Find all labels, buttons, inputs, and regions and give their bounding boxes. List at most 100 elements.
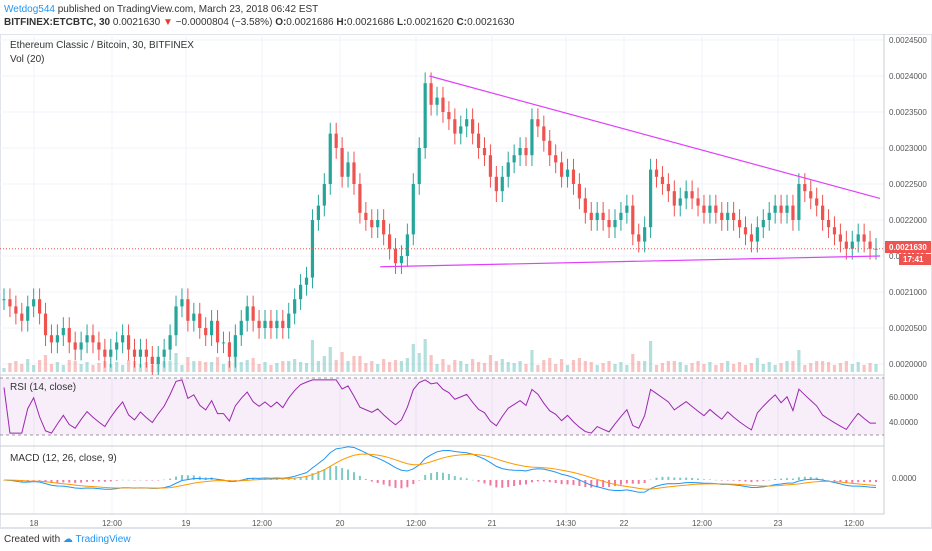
volume-bar bbox=[542, 360, 546, 372]
volume-bar bbox=[210, 362, 214, 372]
chart-svg[interactable]: Ethereum Classic / Bitcoin, 30, BITFINEX… bbox=[0, 34, 932, 528]
candle bbox=[346, 162, 350, 177]
candle bbox=[85, 335, 89, 343]
candle bbox=[121, 335, 125, 343]
volume-bar bbox=[613, 364, 617, 372]
volume-bar bbox=[55, 362, 59, 372]
time-axis[interactable]: 18 12:00 19 12:00 20 12:00 21 14:30 22 12:00 23 12:… bbox=[30, 519, 865, 528]
volume-bar bbox=[779, 363, 783, 372]
macd-histogram-bar bbox=[536, 480, 539, 482]
chart-header: Wetdog544 published on TradingView.com, … bbox=[0, 0, 932, 34]
candle bbox=[43, 313, 48, 336]
chart-border bbox=[0, 34, 932, 528]
publish-info: published on TradingView.com, March 23, … bbox=[54, 4, 319, 15]
volume-bar bbox=[263, 362, 267, 372]
volume-bar bbox=[844, 361, 848, 372]
volume-bar bbox=[773, 365, 777, 372]
candle bbox=[850, 241, 854, 249]
volume-bar bbox=[595, 365, 599, 372]
volume-bar bbox=[316, 361, 320, 372]
candle bbox=[815, 198, 819, 206]
volume-bar bbox=[702, 364, 706, 372]
close-label: C: bbox=[456, 17, 468, 28]
tradingview-logo[interactable]: ☁ TradingView bbox=[62, 534, 131, 545]
high-label: H: bbox=[336, 17, 347, 28]
last-price-tag bbox=[885, 241, 931, 253]
time-axis-label: 14:30 bbox=[556, 519, 577, 528]
candle bbox=[720, 212, 724, 220]
candle bbox=[115, 342, 119, 350]
macd-histogram-bar bbox=[513, 480, 516, 487]
tradingview-brand: TradingView bbox=[75, 534, 131, 545]
volume-bar bbox=[548, 358, 552, 372]
time-axis-label: 12:00 bbox=[252, 519, 273, 528]
macd-histogram-bar bbox=[347, 469, 350, 480]
macd-histogram-bar bbox=[827, 479, 830, 481]
macd-histogram-bar bbox=[596, 480, 599, 488]
time-axis-label: 22 bbox=[620, 519, 629, 528]
macd-histogram-bar bbox=[341, 468, 344, 480]
candle bbox=[690, 191, 694, 199]
author-link[interactable]: Wetdog544 bbox=[4, 4, 55, 15]
candle bbox=[150, 356, 154, 364]
volume-bar bbox=[322, 356, 326, 372]
volume-bar bbox=[204, 362, 208, 372]
price-axis[interactable]: 0.0024500 0.0024000 0.0023500 0.0023000 0.00… bbox=[889, 36, 927, 369]
chart-area[interactable]: Ethereum Classic / Bitcoin, 30, BITFINEX… bbox=[0, 34, 932, 528]
candle bbox=[619, 212, 623, 220]
time-axis-label: 12:00 bbox=[844, 519, 865, 528]
candle bbox=[643, 227, 647, 242]
volume-bar bbox=[720, 363, 724, 372]
candle bbox=[453, 119, 457, 134]
macd-axis-zero: 0.0000 bbox=[892, 474, 917, 483]
volume-bar bbox=[275, 363, 279, 372]
macd-histogram-bar bbox=[667, 476, 670, 480]
candle bbox=[488, 155, 493, 177]
volume-bar bbox=[174, 353, 178, 372]
countdown-tag bbox=[899, 254, 931, 265]
macd-histogram-bar bbox=[809, 476, 812, 480]
macd-histogram-bar bbox=[364, 478, 367, 480]
candle bbox=[868, 241, 872, 249]
candle bbox=[174, 306, 178, 336]
time-axis-label: 20 bbox=[336, 519, 345, 528]
macd-histogram-bar bbox=[797, 477, 800, 480]
macd-histogram-bar bbox=[613, 480, 616, 487]
candle bbox=[613, 220, 617, 228]
volume-bar bbox=[643, 361, 647, 372]
volume-bar bbox=[287, 361, 291, 372]
volume-bar bbox=[405, 358, 409, 372]
candle bbox=[37, 299, 42, 314]
volume-bar bbox=[310, 340, 315, 372]
macd-histogram-bar bbox=[169, 478, 172, 480]
macd-histogram-bar bbox=[489, 480, 492, 486]
trendlines[interactable] bbox=[380, 75, 881, 268]
macd-histogram-bar bbox=[649, 479, 652, 481]
macd-histogram-bar bbox=[679, 477, 682, 480]
candle bbox=[245, 306, 249, 321]
macd-histogram-bar bbox=[352, 472, 355, 480]
candle bbox=[459, 126, 463, 134]
macd-histogram-bar bbox=[845, 480, 848, 483]
macd-histogram-bar bbox=[453, 476, 456, 480]
volume-bar bbox=[61, 365, 65, 372]
volume-bar bbox=[376, 364, 380, 372]
volume-bar bbox=[530, 350, 534, 372]
candle bbox=[648, 169, 653, 228]
candle bbox=[156, 356, 160, 364]
volume-bar bbox=[488, 355, 493, 372]
macd-histogram-bar bbox=[714, 479, 717, 481]
macd-histogram-bar bbox=[548, 480, 551, 483]
candle bbox=[708, 205, 712, 213]
candle bbox=[358, 184, 362, 213]
candles bbox=[2, 72, 878, 375]
macd-histogram-bar bbox=[875, 480, 877, 483]
candle bbox=[809, 191, 813, 199]
candle bbox=[138, 349, 143, 357]
volume-bar bbox=[654, 365, 659, 372]
candle bbox=[263, 320, 267, 328]
volume-bar bbox=[678, 362, 682, 372]
volume-bar bbox=[565, 365, 570, 372]
candle bbox=[524, 148, 528, 156]
price-axis-label: 0.0022500 bbox=[889, 180, 927, 189]
